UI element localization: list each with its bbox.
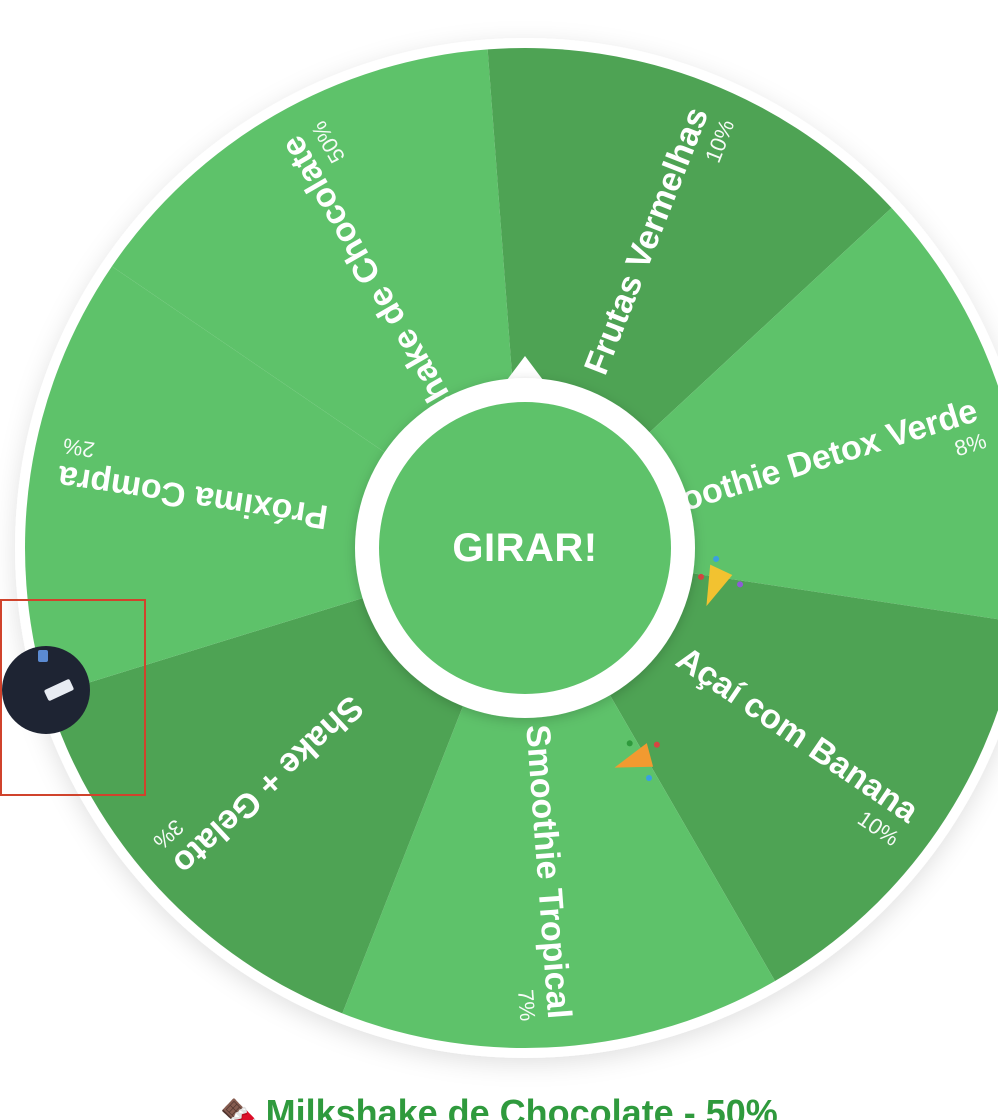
party-popper-icon [614, 740, 660, 781]
party-popper-icon [698, 555, 744, 607]
segment-percent: 2% [61, 433, 96, 462]
hub [379, 402, 671, 694]
wheel-segment [342, 548, 775, 1048]
spin-button[interactable]: GIRAR! [380, 398, 670, 698]
wheel-segment [25, 266, 525, 696]
segment-percent: 7% [513, 988, 540, 1022]
result-label: Milkshake de Chocolate - 50% [265, 1092, 778, 1120]
ball-icon [2, 646, 90, 734]
chocolate-icon: 🍫 [220, 1098, 258, 1120]
result-text: 🍫 Milkshake de Chocolate - 50% [0, 1092, 998, 1120]
wheel-pointer [504, 356, 546, 384]
